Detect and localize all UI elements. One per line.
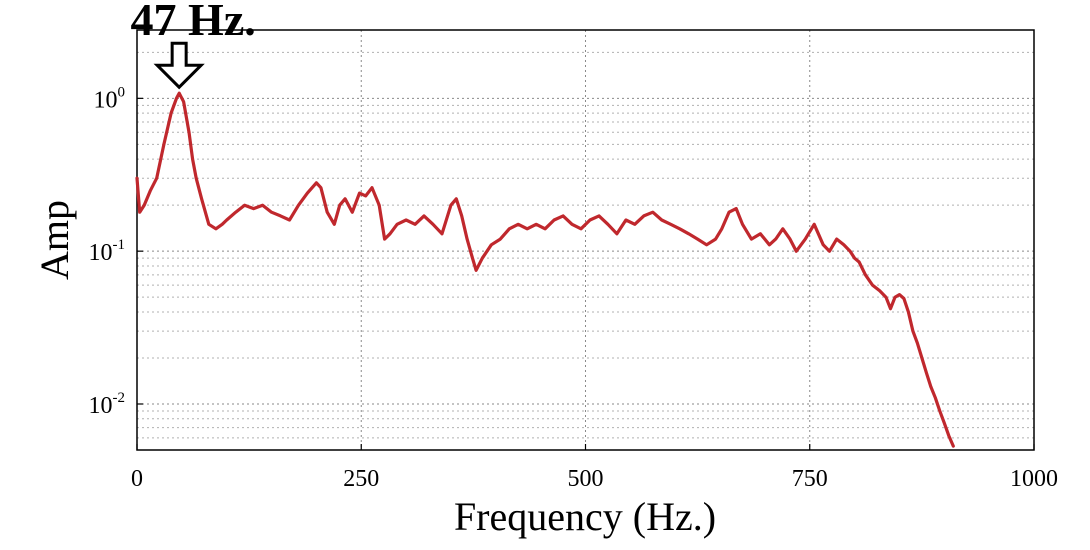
- peak-arrow-icon: [153, 41, 205, 90]
- y-tick-label: 10-1: [89, 237, 126, 266]
- peak-annotation-label: 47 Hz.: [131, 0, 256, 45]
- y-tick-label: 100: [94, 84, 126, 113]
- y-axis-title: Amp: [32, 200, 77, 280]
- annotation-layer: 47 Hz.: [131, 0, 256, 90]
- x-tick-label: 750: [792, 466, 828, 492]
- x-axis-ticks: 0 250 500 750 1000: [131, 444, 1058, 492]
- grid: [137, 30, 1034, 450]
- spectrum-series-line: [135, 91, 955, 448]
- series-layer: [135, 91, 955, 448]
- x-tick-label: 500: [568, 466, 604, 492]
- y-tick-label: 10-2: [89, 390, 126, 419]
- x-axis-title: Frequency (Hz.): [454, 494, 716, 539]
- y-axis-ticks: 100 10-1 10-2: [89, 84, 143, 419]
- x-tick-label: 250: [343, 466, 379, 492]
- x-tick-label: 1000: [1010, 466, 1058, 492]
- x-tick-label: 0: [131, 466, 143, 492]
